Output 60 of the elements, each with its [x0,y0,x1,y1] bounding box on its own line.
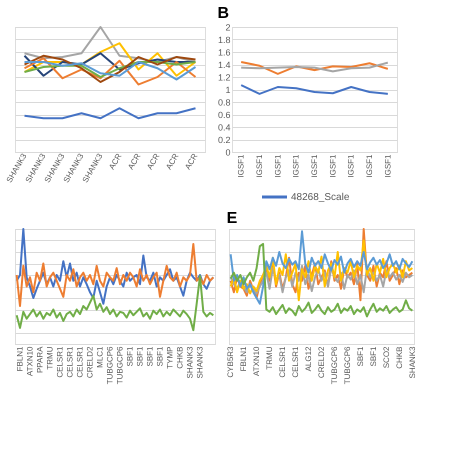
x-tick-label: CELSR1 [278,346,288,378]
x-tick-label: ALG12 [304,346,314,372]
line-series [240,84,389,95]
y-tick-label: 1.6 [218,48,230,58]
y-tick-label: 1.2 [218,72,230,82]
legend-label: 48268_Scale [291,192,350,203]
x-tick-label: CHKB [176,346,184,369]
x-tick-label: IGSF1 [383,154,392,178]
y-tick-label: 0.2 [218,135,230,145]
x-tick-label: SHANK3 [196,346,204,379]
x-tick-label: IGSF1 [328,154,338,178]
x-tick-label: SBF1 [126,346,134,367]
chart-title: B [217,5,230,22]
x-tick-label: SBF1 [368,346,378,367]
y-tick-label: 0.8 [218,98,230,108]
x-tick-label: CELSR1 [56,346,64,378]
x-tick-label: IGSF1 [236,154,246,178]
x-tick-label: FBLN1 [16,346,24,372]
x-tick-label: IGSF1 [292,154,301,178]
x-tick-label: PPARA [36,346,44,374]
y-tick-label: 0 [225,148,230,158]
x-tick-label: SBF1 [156,346,164,367]
line-series [240,62,389,72]
y-tick-label: 1.4 [218,60,230,70]
x-tick-label: TUBGCP6 [330,346,339,384]
x-tick-label: IGSF1 [346,154,356,178]
x-tick-label: IGSF1 [255,154,264,178]
x-tick-label: FBLN1 [239,346,248,372]
x-tick-label: SBF1 [146,346,154,367]
line-series [240,61,389,75]
x-tick-label: CELSR1 [291,346,300,378]
x-tick-label: CRELD2 [317,346,326,378]
x-tick-label: CYB5R3 [226,346,236,378]
y-tick-label: 1 [225,85,230,95]
x-tick-label: TRMU [46,346,54,370]
x-tick-label: TUBGCP6 [342,346,352,384]
x-tick-label: SBF1 [356,346,365,367]
x-tick-label: SHANK3 [408,346,417,379]
y-tick-label: 2 [225,22,230,32]
x-tick-label: SBF1 [136,346,144,367]
x-tick-label: TUBGCP6 [106,346,114,384]
x-tick-label: CRELD2 [86,346,94,378]
x-tick-label: TRMU [265,346,274,370]
chart-title: E [226,210,238,227]
x-tick-label: SHANK3 [186,346,194,379]
x-tick-label: SCO2 [382,346,391,368]
x-tick-label: ATXN10 [26,346,34,376]
x-tick-label: TYMP [166,346,174,369]
x-tick-label: TUBGCP6 [116,346,124,384]
x-tick-label: IGSF1 [310,154,319,178]
x-tick-label: IGSF1 [365,154,374,178]
y-tick-label: 0.6 [218,110,230,120]
y-tick-label: 0.4 [218,122,230,132]
x-tick-label: CELSR1 [66,346,74,378]
y-tick-label: 1.8 [218,35,230,45]
x-tick-label: ATXN10 [252,346,262,376]
x-tick-label: IGSF1 [273,154,282,178]
x-tick-label: MLC1 [96,346,104,368]
x-tick-label: CELSR1 [76,346,84,378]
x-tick-label: CHKB [394,346,404,369]
